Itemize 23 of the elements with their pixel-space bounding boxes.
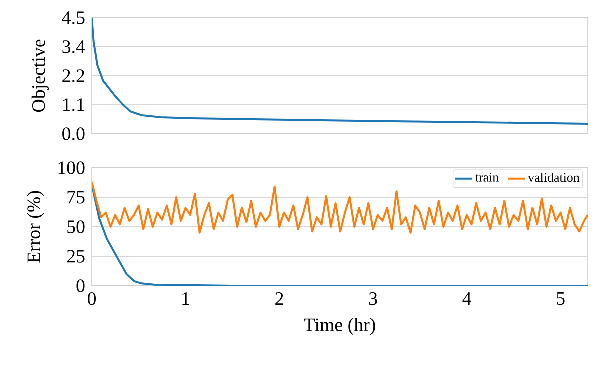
y-tick-label: 100 [58, 162, 85, 174]
y-tick-label: 3.4 [62, 40, 86, 54]
line-series [92, 18, 588, 125]
y-tick-label: 2.2 [62, 70, 84, 82]
y-tick-label: 0.0 [62, 128, 85, 140]
x-tick-label: 3 [369, 292, 378, 306]
y-tick-label: 50 [68, 220, 85, 234]
x-tick-label: 5 [557, 292, 565, 306]
x-tick-label: 0 [88, 292, 96, 306]
y-tick-label: 0 [76, 280, 85, 292]
x-tick-label: 1 [182, 292, 190, 306]
y-tick-label: 1.1 [63, 98, 84, 112]
y-axis-title: Error (%) [27, 191, 44, 263]
legend-label: train [476, 173, 499, 182]
y-axis-title: Objective [32, 40, 50, 112]
legend-label: validation [528, 172, 580, 182]
x-axis-title: Time (hr) [304, 318, 376, 336]
y-tick-label: 25 [67, 250, 85, 263]
line-series [92, 181, 588, 234]
y-tick-label: 75 [68, 191, 85, 204]
x-tick-label: 2 [276, 292, 284, 306]
y-tick-label: 4.5 [62, 12, 85, 24]
x-tick-label: 4 [462, 292, 472, 305]
